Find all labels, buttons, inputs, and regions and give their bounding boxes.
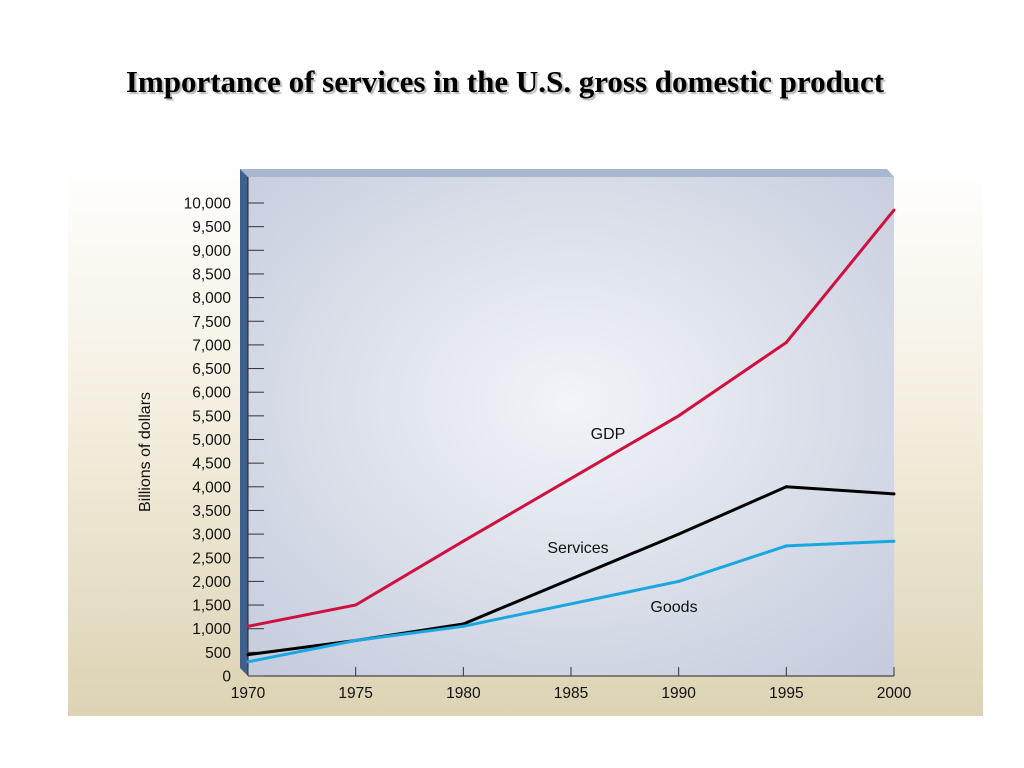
y-tick-label: 8,000: [192, 290, 231, 307]
series-line-gdp: [247, 209, 896, 628]
plot-background: [248, 177, 894, 676]
y-tick-label: 1,500: [192, 598, 231, 615]
x-tick-label: 1990: [661, 685, 696, 702]
y-tick-label: 3,000: [192, 527, 231, 544]
y-tick-label: 9,500: [192, 219, 231, 236]
data-point-services: [892, 492, 896, 496]
y-axis-title: Billions of dollars: [137, 392, 154, 512]
series-label-gdp: GDP: [591, 426, 626, 443]
y-tick-label: 6,000: [192, 385, 231, 402]
data-point-gdp: [246, 624, 250, 628]
data-point-goods: [246, 660, 250, 664]
y-tick-label: 5,000: [192, 432, 231, 449]
y-tick-label: 6,500: [192, 361, 231, 378]
x-tick-label: 2000: [877, 685, 912, 702]
y-tick-label: 5,500: [192, 408, 231, 425]
series-label-goods: Goods: [650, 599, 697, 616]
y-tick-label: 4,000: [192, 479, 231, 496]
y-tick-label: 2,000: [192, 574, 231, 591]
data-point-gdp: [784, 341, 788, 344]
x-axis-ticks: 1970 1975 1980 1985 1990 1995 2000: [231, 667, 912, 702]
x-tick-label: 1980: [446, 685, 481, 702]
slide-title: Importance of services in the U.S. gross…: [125, 64, 885, 99]
y-tick-label: 10,000: [184, 196, 232, 213]
y-tick-label: 9,000: [192, 243, 231, 260]
data-point-goods: [461, 624, 465, 628]
y-tick-label: 2,500: [192, 550, 231, 567]
y-axis-ticks: 0 500 1,000 1,500 2,000 2,500 3,000 3,500 4,000 4…: [184, 196, 264, 686]
x-tick-label: 1985: [554, 685, 588, 702]
series-lines: [246, 208, 896, 664]
y-tick-label: 4,500: [192, 456, 231, 473]
data-point-gdp: [677, 414, 681, 418]
series-line-goods: [247, 539, 895, 664]
y-tick-label: 3,500: [192, 503, 231, 520]
data-point-goods: [784, 544, 788, 548]
data-point-services: [784, 485, 788, 489]
data-point-goods: [677, 579, 681, 583]
y-tick-label: 1,000: [192, 621, 231, 638]
y-tick-label: 0: [222, 669, 231, 686]
data-point-gdp: [892, 208, 896, 212]
y-tick-label: 8,500: [192, 266, 231, 283]
x-tick-label: 1970: [231, 685, 266, 702]
y-tick-label: 7,000: [192, 337, 231, 354]
y-tick-label: 7,500: [192, 314, 231, 331]
data-point-services: [246, 653, 250, 657]
plot-top-wall: [240, 169, 894, 177]
data-point-goods: [354, 639, 358, 642]
series-label-services: Services: [547, 540, 608, 557]
x-tick-label: 1975: [338, 685, 372, 702]
data-point-services: [677, 532, 681, 536]
y-tick-label: 500: [205, 645, 231, 662]
data-point-gdp: [461, 539, 465, 543]
data-point-gdp: [354, 603, 358, 607]
x-tick-label: 1995: [769, 685, 803, 702]
data-point-goods: [892, 539, 896, 543]
plot-left-wall: [240, 169, 248, 676]
